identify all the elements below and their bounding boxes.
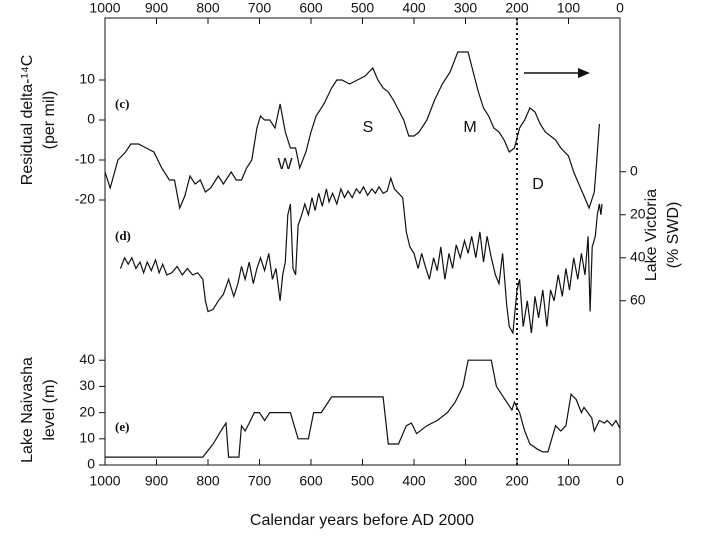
x-tick-label-top: 100 bbox=[557, 0, 581, 16]
x-tick-label-top: 500 bbox=[351, 0, 375, 16]
x-tick-label-top: 600 bbox=[299, 0, 323, 16]
y-tick-label: 40 bbox=[79, 351, 95, 367]
x-tick-label: 800 bbox=[196, 473, 220, 489]
data-line bbox=[119, 176, 603, 335]
x-tick-label: 300 bbox=[454, 473, 478, 489]
x-tick-label: 900 bbox=[145, 473, 169, 489]
x-tick-label-top: 0 bbox=[616, 0, 624, 16]
x-tick-label: 700 bbox=[248, 473, 272, 489]
y-axis-label: Lake Naivasha bbox=[19, 357, 36, 463]
plot-frame bbox=[104, 17, 621, 466]
annotation: M bbox=[463, 119, 476, 136]
y-tick-label: 0 bbox=[87, 456, 95, 472]
y-axis-label: Lake Victoria bbox=[643, 189, 660, 281]
x-tick-label: 400 bbox=[402, 473, 426, 489]
y-tick-label: 40 bbox=[630, 248, 646, 264]
y-tick-label: 60 bbox=[630, 291, 646, 307]
x-tick-label-top: 800 bbox=[196, 0, 220, 16]
x-tick-label: 600 bbox=[299, 473, 323, 489]
y-tick-label: 20 bbox=[79, 403, 95, 419]
x-tick-label-top: 900 bbox=[145, 0, 169, 16]
x-tick-label: 100 bbox=[557, 473, 581, 489]
x-tick-label: 200 bbox=[505, 473, 529, 489]
annotation: D bbox=[532, 176, 544, 193]
annotation: S bbox=[363, 119, 374, 136]
annotation: W bbox=[277, 156, 293, 173]
x-tick-label-top: 300 bbox=[454, 0, 478, 16]
data-line bbox=[105, 359, 621, 458]
arrow-head bbox=[578, 68, 590, 78]
y-tick-label: 20 bbox=[630, 205, 646, 221]
x-tick-label: 0 bbox=[616, 473, 624, 489]
y-axis-label: (% SWD) bbox=[665, 202, 682, 269]
x-axis-label: Calendar years before AD 2000 bbox=[250, 512, 474, 529]
y-axis-label: (per mil) bbox=[41, 91, 58, 150]
panel-label: (e) bbox=[115, 419, 129, 434]
y-tick-label: -10 bbox=[75, 151, 95, 167]
x-tick-label-top: 1000 bbox=[89, 0, 120, 16]
data-line bbox=[104, 51, 600, 211]
x-tick-label-top: 200 bbox=[505, 0, 529, 16]
x-tick-label: 500 bbox=[351, 473, 375, 489]
y-tick-label: 0 bbox=[630, 162, 638, 178]
y-tick-label: 0 bbox=[87, 111, 95, 127]
y-axis-label: Residual delta-¹⁴C bbox=[19, 55, 36, 185]
y-tick-label: 30 bbox=[79, 377, 95, 393]
panel-label: (d) bbox=[115, 228, 131, 243]
x-tick-label: 1000 bbox=[89, 473, 120, 489]
y-tick-label: 10 bbox=[79, 71, 95, 87]
y-axis-label: level (m) bbox=[41, 379, 58, 440]
panel-label: (c) bbox=[115, 96, 129, 111]
y-tick-label: 10 bbox=[79, 430, 95, 446]
x-tick-label-top: 400 bbox=[402, 0, 426, 16]
y-tick-label: -20 bbox=[75, 191, 95, 207]
x-tick-label-top: 700 bbox=[248, 0, 272, 16]
